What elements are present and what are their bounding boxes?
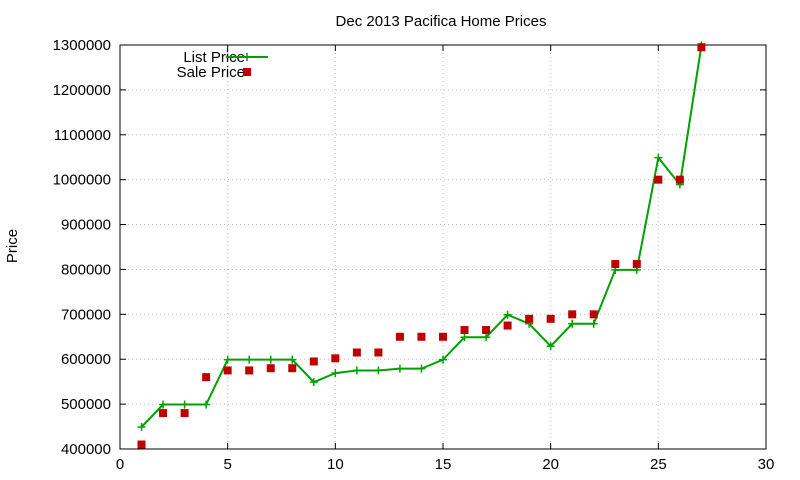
y-tick-label: 900000	[61, 217, 111, 234]
list-price-point	[266, 355, 275, 364]
list-price-point	[223, 355, 232, 364]
legend-swatch-marker-sale-price	[243, 68, 251, 76]
y-tick-label: 400000	[61, 441, 111, 458]
sale-price-point	[525, 314, 534, 323]
sale-price-point	[546, 314, 555, 323]
sale-price-point	[611, 260, 620, 269]
list-price-point	[568, 319, 577, 328]
list-price-point	[395, 364, 404, 373]
sale-price-point	[309, 357, 318, 366]
sale-price-point	[352, 348, 361, 357]
sale-price-point	[288, 364, 297, 373]
sale-price-point	[202, 373, 211, 382]
sale-price-point	[439, 332, 447, 341]
legend-label-list-price: List Price	[183, 49, 245, 66]
sale-price-point	[331, 354, 340, 363]
sale-price-point	[137, 440, 146, 449]
sale-price-point	[589, 310, 598, 319]
sale-price-point	[675, 175, 684, 184]
list-price-point	[417, 364, 426, 373]
y-tick-label: 500000	[61, 396, 111, 413]
sale-price-point	[503, 321, 512, 330]
x-tick-label: 0	[116, 456, 124, 473]
y-tick-label: 800000	[61, 261, 111, 278]
sale-price-point	[159, 409, 168, 418]
sale-price-point	[632, 260, 641, 269]
sale-price-point	[266, 364, 275, 373]
y-tick-label: 1000000	[53, 172, 111, 189]
list-price-point	[331, 369, 340, 378]
list-price-point	[374, 366, 383, 375]
list-price-point	[589, 319, 598, 328]
x-tick-label: 15	[435, 456, 452, 473]
list-price-point	[309, 378, 318, 387]
sale-price-point	[697, 43, 706, 52]
list-price-point	[245, 355, 254, 364]
list-price-point	[546, 342, 555, 351]
list-price-point	[482, 333, 491, 342]
y-tick-label: 1100000	[54, 127, 111, 144]
axes-layer: 0 5 10 15 20 25 30 400000 500000 600000 700000 8000…	[53, 37, 775, 473]
y-tick-label: 600000	[61, 351, 111, 368]
x-tick-label: 30	[758, 456, 775, 473]
sale-price-point	[245, 366, 254, 375]
chart-title: Dec 2013 Pacifica Home Prices	[336, 13, 547, 30]
sale-price-point	[654, 175, 663, 184]
list-price-point	[439, 355, 447, 364]
list-price-point	[654, 153, 663, 162]
sale-price-point	[568, 310, 577, 319]
x-tick-label: 10	[327, 456, 344, 473]
list-price-point	[180, 400, 189, 409]
sale-price-point	[374, 348, 383, 357]
list-price-point	[202, 400, 211, 409]
x-tick-label: 25	[650, 456, 667, 473]
y-tick-label: 700000	[61, 306, 111, 323]
sale-price-point	[482, 326, 491, 335]
y-axis-label: Price	[4, 229, 21, 263]
sale-price-point	[180, 409, 189, 418]
sale-price-point	[460, 326, 469, 335]
sale-price-point	[417, 332, 426, 341]
list-price-point	[352, 366, 361, 375]
grid-layer	[120, 45, 766, 449]
x-tick-label: 20	[542, 456, 559, 473]
list-price-point	[137, 423, 146, 432]
legend-label-sale-price: Sale Price	[177, 64, 245, 81]
series-layer	[137, 41, 706, 449]
y-tick-label: 1200000	[53, 82, 111, 99]
list-price-point	[288, 355, 297, 364]
legend-swatch-marker-list-price	[243, 53, 251, 61]
list-price-point	[503, 310, 512, 319]
sale-price-point	[223, 366, 232, 375]
sale-price-point	[395, 332, 404, 341]
list-price-point	[460, 333, 469, 342]
x-tick-label: 5	[223, 456, 231, 473]
list-price-point	[159, 400, 168, 409]
y-tick-label: 1300000	[53, 37, 111, 54]
